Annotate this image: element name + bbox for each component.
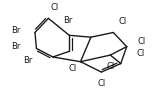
Text: Cl: Cl (118, 17, 126, 26)
Text: Cl: Cl (136, 49, 144, 58)
Text: Br: Br (63, 16, 73, 25)
Text: Cl: Cl (106, 62, 114, 71)
Text: Cl: Cl (50, 3, 59, 13)
Text: Cl: Cl (97, 79, 105, 88)
Text: Cl: Cl (138, 37, 146, 46)
Text: Br: Br (11, 26, 20, 35)
Text: Cl: Cl (69, 64, 77, 73)
Text: Br: Br (11, 42, 20, 51)
Text: Br: Br (24, 56, 33, 65)
